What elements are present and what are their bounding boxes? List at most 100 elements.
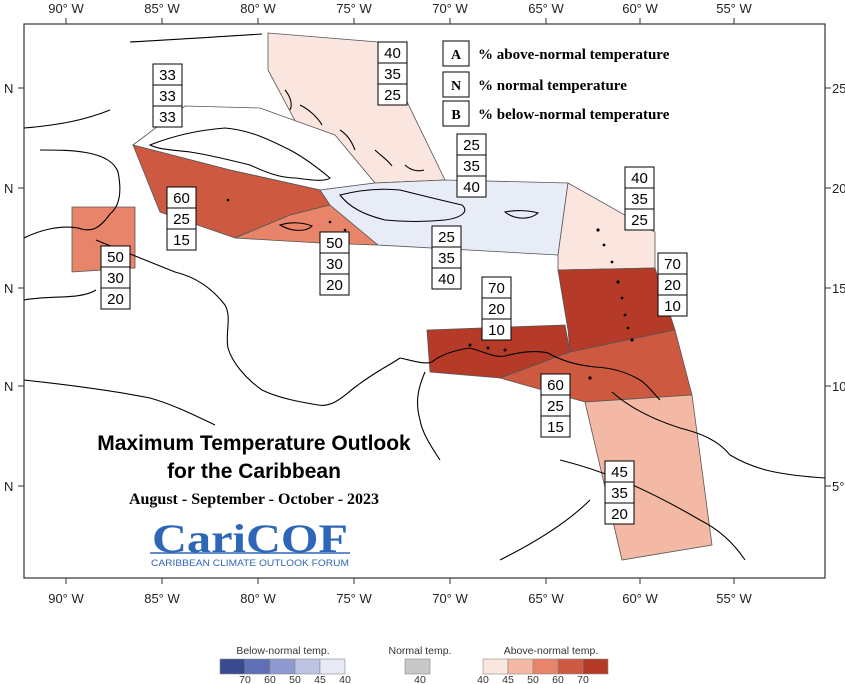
colorbar-above-swatch xyxy=(582,658,609,675)
prob-cell-below xyxy=(657,294,688,317)
lon-label: 70° W xyxy=(432,591,468,606)
lat-label: 25 xyxy=(832,81,845,96)
prob-box-turks-caicos: 25 35 40 xyxy=(456,133,487,198)
lon-label: 85° W xyxy=(144,591,180,606)
colorbar-below-swatch xyxy=(294,658,321,675)
colorbar-below-tick: 50 xyxy=(289,674,301,684)
map-title: Maximum Temperature Outlook xyxy=(97,432,411,455)
lon-label: 90° W xyxy=(48,1,84,16)
colorbar-above-tick: 50 xyxy=(527,674,539,684)
prob-box-abc: 70 20 10 xyxy=(481,276,512,341)
prob-value-below: 40 xyxy=(438,271,455,288)
prob-value-above: 60 xyxy=(547,377,564,394)
key-desc-n: % normal temperature xyxy=(478,78,627,94)
coastlines xyxy=(24,33,825,561)
colorbar-below-swatch xyxy=(219,658,246,675)
prob-box-leeward: 40 35 25 xyxy=(624,166,655,231)
prob-value-below: 33 xyxy=(159,109,176,126)
key-box-a xyxy=(442,40,470,67)
lon-label: 70° W xyxy=(432,1,468,16)
colorbar-above-swatch xyxy=(507,658,534,675)
key-desc-b: % below-normal temperature xyxy=(478,107,670,123)
map-title-line2: for the Caribbean xyxy=(167,460,341,483)
colorbar-normal-tick: 40 xyxy=(414,674,426,684)
prob-value-normal: 20 xyxy=(664,277,681,294)
lat-label: N xyxy=(4,281,13,296)
lat-label: 20 xyxy=(832,181,845,196)
lon-label: 75° W xyxy=(336,591,372,606)
prob-box-jamaica: 50 30 20 xyxy=(319,231,350,296)
lon-labels-top: 90° W 85° W 80° W 75° W 70° W 65° W 60° … xyxy=(48,1,752,16)
prob-value-below: 25 xyxy=(384,87,401,104)
prob-cell-below xyxy=(377,83,408,106)
prob-value-above: 40 xyxy=(631,170,648,187)
prob-value-above: 40 xyxy=(384,45,401,62)
prob-value-normal: 30 xyxy=(326,256,343,273)
lon-label: 65° W xyxy=(528,1,564,16)
prob-value-above: 45 xyxy=(611,464,628,481)
key-legend: A % above-normal temperature N % normal … xyxy=(442,40,670,127)
colorbar-normal-swatch xyxy=(404,658,431,675)
prob-value-below: 15 xyxy=(547,419,564,436)
colorbar-below-swatch xyxy=(244,658,271,675)
prob-value-below: 15 xyxy=(173,232,190,249)
lat-labels-right: 25 20 15 10 5° xyxy=(832,81,845,494)
prob-value-above: 25 xyxy=(438,229,455,246)
lon-label: 60° W xyxy=(622,591,658,606)
prob-box-bahamas: 40 35 25 xyxy=(377,41,408,106)
prob-cell-below xyxy=(431,267,462,290)
prob-cell-below xyxy=(624,208,655,231)
lat-labels-left: N N N N N xyxy=(4,81,13,494)
prob-value-above: 33 xyxy=(159,67,176,84)
colorbar: Below-normal temp. Normal temp. Above-no… xyxy=(219,645,609,684)
prob-value-below: 10 xyxy=(488,322,505,339)
prob-cell-below xyxy=(166,228,197,251)
lon-label: 75° W xyxy=(336,1,372,16)
lat-label: N xyxy=(4,379,13,394)
prob-cell-below xyxy=(604,502,635,525)
lon-label: 55° W xyxy=(716,1,752,16)
logo-text: CariCOF xyxy=(152,516,348,561)
key-box-n xyxy=(442,71,470,98)
lat-label: N xyxy=(4,479,13,494)
tick-marks xyxy=(18,18,831,584)
small-islands xyxy=(226,198,634,380)
lon-label: 85° W xyxy=(144,1,180,16)
lon-label: 60° W xyxy=(622,1,658,16)
prob-box-guianas: 45 35 20 xyxy=(604,460,635,525)
colorbar-below-tick: 40 xyxy=(339,674,351,684)
prob-value-below: 25 xyxy=(631,212,648,229)
colorbar-above-tick: 70 xyxy=(577,674,589,684)
key-letter-n: N xyxy=(451,79,461,94)
prob-value-normal: 35 xyxy=(631,191,648,208)
prob-value-normal: 25 xyxy=(547,398,564,415)
lat-label: 5° xyxy=(832,479,844,494)
prob-value-below: 10 xyxy=(664,298,681,315)
prob-value-below: 20 xyxy=(326,277,343,294)
colorbar-below-tick: 45 xyxy=(314,674,326,684)
caricof-logo: CariCOF CARIBBEAN CLIMATE OUTLOOK FORUM xyxy=(150,516,350,568)
lon-label: 65° W xyxy=(528,591,564,606)
prob-cell-below xyxy=(456,175,487,198)
prob-value-below: 20 xyxy=(611,506,628,523)
prob-value-above: 25 xyxy=(463,137,480,154)
prob-box-cuba-north: 33 33 33 xyxy=(152,63,183,128)
lon-label: 80° W xyxy=(240,1,276,16)
key-desc-a: % above-normal temperature xyxy=(478,47,670,63)
prob-cell-below xyxy=(319,273,350,296)
prob-box-windward: 70 20 10 xyxy=(657,252,688,317)
prob-box-trinidad: 60 25 15 xyxy=(540,373,571,438)
prob-box-belize: 50 30 20 xyxy=(100,245,131,310)
colorbar-below-tick: 70 xyxy=(239,674,251,684)
prob-box-hispaniola: 25 35 40 xyxy=(431,225,462,290)
key-letter-a: A xyxy=(451,48,462,63)
prob-value-normal: 35 xyxy=(611,485,628,502)
lon-label: 80° W xyxy=(240,591,276,606)
prob-value-normal: 20 xyxy=(488,301,505,318)
map-period: August - September - October - 2023 xyxy=(129,491,379,508)
colorbar-normal-title: Normal temp. xyxy=(388,645,451,657)
colorbar-below-tick: 60 xyxy=(264,674,276,684)
colorbar-above-title: Above-normal temp. xyxy=(504,645,599,657)
